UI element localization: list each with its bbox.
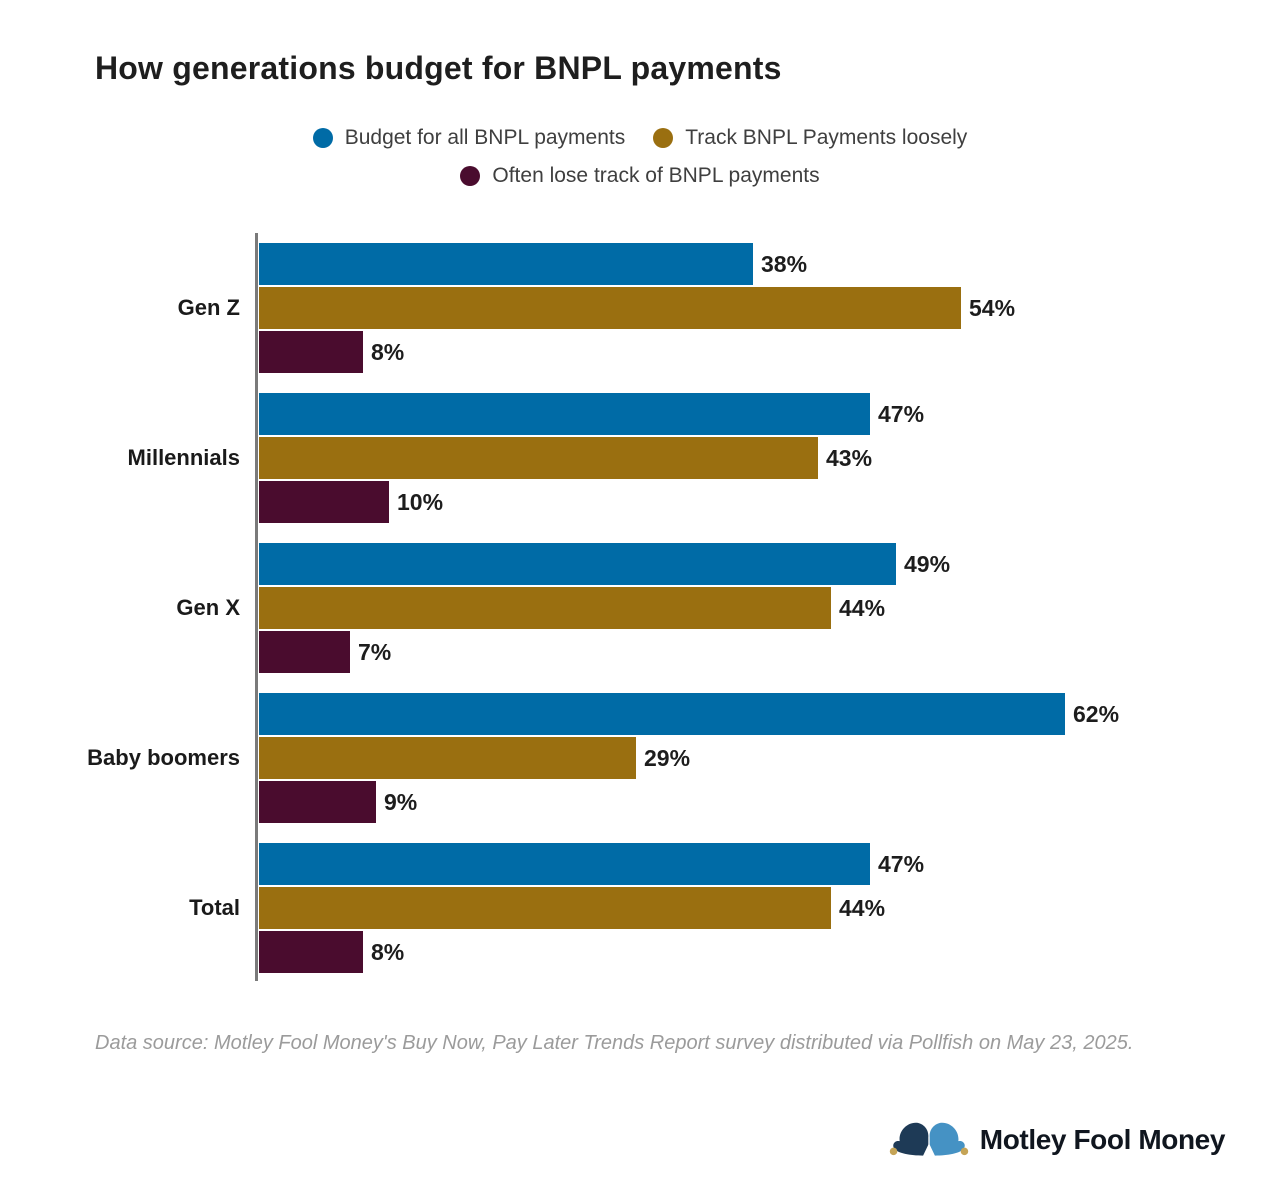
legend-row-2: Often lose track of BNPL payments <box>460 164 820 188</box>
bar <box>259 331 363 373</box>
category-label: Total <box>189 895 240 920</box>
legend-dot-gold-icon <box>653 128 674 148</box>
bar-row: 44% <box>259 887 924 929</box>
data-source-note: Data source: Motley Fool Money's Buy Now… <box>95 1032 1134 1054</box>
bar-value-label: 7% <box>358 638 392 665</box>
bar-stack: 38% 54% 8% <box>259 243 1015 373</box>
bar <box>259 931 363 973</box>
bar-row: 62% <box>259 693 1119 735</box>
bar-row: 47% <box>259 843 924 885</box>
legend-item-budget-all: Budget for all BNPL payments <box>312 126 626 150</box>
bar <box>259 843 870 885</box>
chart-legend: Budget for all BNPL payments Track BNPL … <box>0 126 1280 188</box>
bar-value-label: 47% <box>878 850 925 877</box>
bar-value-label: 10% <box>397 488 444 515</box>
bar-value-label: 43% <box>826 444 873 471</box>
bar-row: 47% <box>259 393 924 435</box>
bar <box>259 543 896 585</box>
bar-group: Gen Z 38% 54% 8% <box>0 243 1280 373</box>
bar-stack: 47% 44% 8% <box>259 843 924 973</box>
category-label: Millennials <box>127 445 240 470</box>
bar <box>259 737 636 779</box>
jester-hat-icon <box>889 1122 969 1156</box>
brand-name: Motley Fool Money <box>979 1124 1226 1155</box>
legend-item-track-loosely: Track BNPL Payments loosely <box>653 126 967 150</box>
bar-group: Baby boomers 62% 29% 9% <box>0 693 1280 823</box>
bar-group: Millennials 47% 43% 10% <box>0 393 1280 523</box>
brand-logo: Motley Fool Money <box>888 1112 1225 1168</box>
bar-row: 8% <box>259 931 924 973</box>
bar-stack: 49% 44% 7% <box>259 543 950 673</box>
bar <box>259 287 961 329</box>
bar-row: 54% <box>259 287 1015 329</box>
bar-row: 10% <box>259 481 924 523</box>
category-label: Gen Z <box>177 295 240 320</box>
bar-value-label: 49% <box>904 550 951 577</box>
bar-row: 43% <box>259 437 924 479</box>
bar-value-label: 8% <box>371 338 405 365</box>
bar-value-label: 44% <box>839 594 886 621</box>
category-label: Baby boomers <box>87 745 240 770</box>
legend-dot-maroon-icon <box>460 166 481 186</box>
plot-area: Gen Z 38% 54% 8% Millennials 47% 43% 10% Gen X 49… <box>0 233 1280 981</box>
category-label: Gen X <box>176 595 240 620</box>
bar-stack: 62% 29% 9% <box>259 693 1119 823</box>
bar-row: 38% <box>259 243 1015 285</box>
bar-groups: Gen Z 38% 54% 8% Millennials 47% 43% 10% Gen X 49… <box>0 243 1280 973</box>
bar <box>259 587 831 629</box>
bar <box>259 887 831 929</box>
bar <box>259 631 350 673</box>
bar-row: 49% <box>259 543 950 585</box>
bar-row: 9% <box>259 781 1119 823</box>
bar-row: 44% <box>259 587 950 629</box>
chart-title: How generations budget for BNPL payments <box>95 50 782 86</box>
bar-row: 29% <box>259 737 1119 779</box>
bar-value-label: 62% <box>1073 700 1120 727</box>
bar-group: Total 47% 44% 8% <box>0 843 1280 973</box>
bar <box>259 243 753 285</box>
bar-value-label: 47% <box>878 400 925 427</box>
bar-value-label: 9% <box>384 788 418 815</box>
bar <box>259 437 818 479</box>
bar-row: 8% <box>259 331 1015 373</box>
bar-value-label: 54% <box>969 294 1016 321</box>
bar-value-label: 8% <box>371 938 405 965</box>
y-axis-line <box>255 233 258 981</box>
legend-item-lose-track: Often lose track of BNPL payments <box>460 164 820 188</box>
bar <box>259 393 870 435</box>
bar-value-label: 29% <box>644 744 691 771</box>
bar-value-label: 44% <box>839 894 886 921</box>
bar <box>259 481 389 523</box>
legend-label-lose-track: Often lose track of BNPL payments <box>492 164 820 187</box>
legend-label-track-loosely: Track BNPL Payments loosely <box>685 126 968 149</box>
legend-label-budget-all: Budget for all BNPL payments <box>344 126 626 149</box>
legend-row-1: Budget for all BNPL payments Track BNPL … <box>312 126 967 150</box>
legend-dot-blue-icon <box>312 128 333 148</box>
bar <box>259 693 1065 735</box>
bar <box>259 781 376 823</box>
bar-value-label: 38% <box>761 250 808 277</box>
bar-group: Gen X 49% 44% 7% <box>0 543 1280 673</box>
bar-row: 7% <box>259 631 950 673</box>
bar-stack: 47% 43% 10% <box>259 393 924 523</box>
